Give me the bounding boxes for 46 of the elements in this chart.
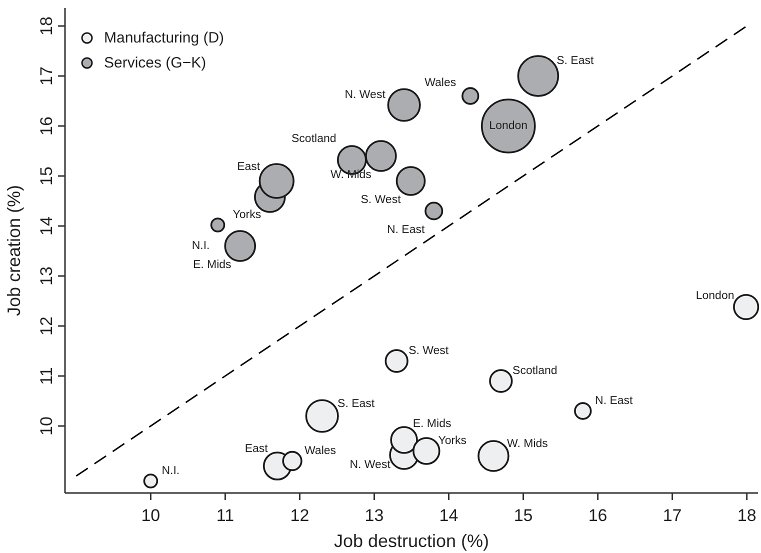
annotation: East	[237, 161, 261, 173]
annotation: W. Mids	[330, 169, 372, 181]
y-tick-label: 11	[37, 367, 56, 385]
annotation: London	[696, 290, 734, 302]
annotation: E. Mids	[412, 418, 452, 430]
annotation: N.I.	[192, 240, 210, 252]
y-tick-label: 14	[37, 216, 56, 236]
x-axis-title: Job destruction (%)	[334, 531, 490, 551]
annotation: W. Mids	[507, 438, 548, 450]
annotation: S. East	[338, 398, 376, 410]
y-tick-label: 12	[37, 316, 56, 336]
x-tick-label: 13	[364, 506, 384, 525]
y-tick-label: 18	[37, 16, 56, 36]
annotation: S. East	[556, 55, 595, 67]
y-tick-label: 13	[37, 266, 56, 286]
annotation: London	[489, 120, 528, 132]
annotation: N. West	[350, 459, 392, 471]
annotation: Scotland	[292, 133, 336, 145]
y-tick-label: 15	[37, 166, 56, 186]
annotation: E. Mids	[192, 259, 232, 271]
annotation: Wales	[424, 77, 456, 89]
x-tick-label: 17	[662, 506, 682, 525]
annotation: S. West	[408, 345, 450, 357]
y-axis-title: Job creation (%)	[4, 184, 24, 316]
annotation: N. West	[344, 89, 386, 101]
x-tick-label: 12	[290, 506, 310, 525]
legend-label: Manufacturing (D)	[104, 30, 224, 46]
annotation: N.I.	[162, 465, 180, 477]
x-tick-label: 10	[141, 506, 160, 525]
x-tick-label: 11	[216, 506, 234, 525]
y-tick-label: 10	[37, 416, 56, 436]
x-tick-label: 14	[439, 506, 458, 525]
legend-label: Services (G−K)	[104, 54, 206, 72]
y-tick-label: 17	[37, 66, 56, 86]
annotation: Scotland	[512, 365, 558, 377]
annotation: East	[244, 443, 269, 455]
x-tick-label: 16	[588, 506, 608, 525]
x-tick-label: 15	[514, 506, 533, 525]
annotation: Yorks	[232, 209, 262, 221]
annotation: S. West	[360, 194, 402, 206]
x-tick-label: 18	[737, 506, 756, 525]
annotation: N. East	[595, 395, 634, 407]
y-tick-label: 16	[37, 116, 56, 136]
annotation: N. East	[386, 224, 426, 236]
annotation: Yorks	[438, 435, 467, 447]
annotation: Wales	[304, 445, 336, 457]
